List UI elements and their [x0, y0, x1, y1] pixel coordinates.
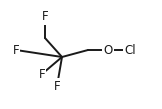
Text: Cl: Cl	[124, 43, 136, 56]
Text: F: F	[13, 43, 19, 56]
Text: F: F	[39, 67, 45, 81]
Text: O: O	[103, 43, 113, 56]
Text: F: F	[42, 10, 48, 24]
Text: F: F	[54, 79, 60, 93]
